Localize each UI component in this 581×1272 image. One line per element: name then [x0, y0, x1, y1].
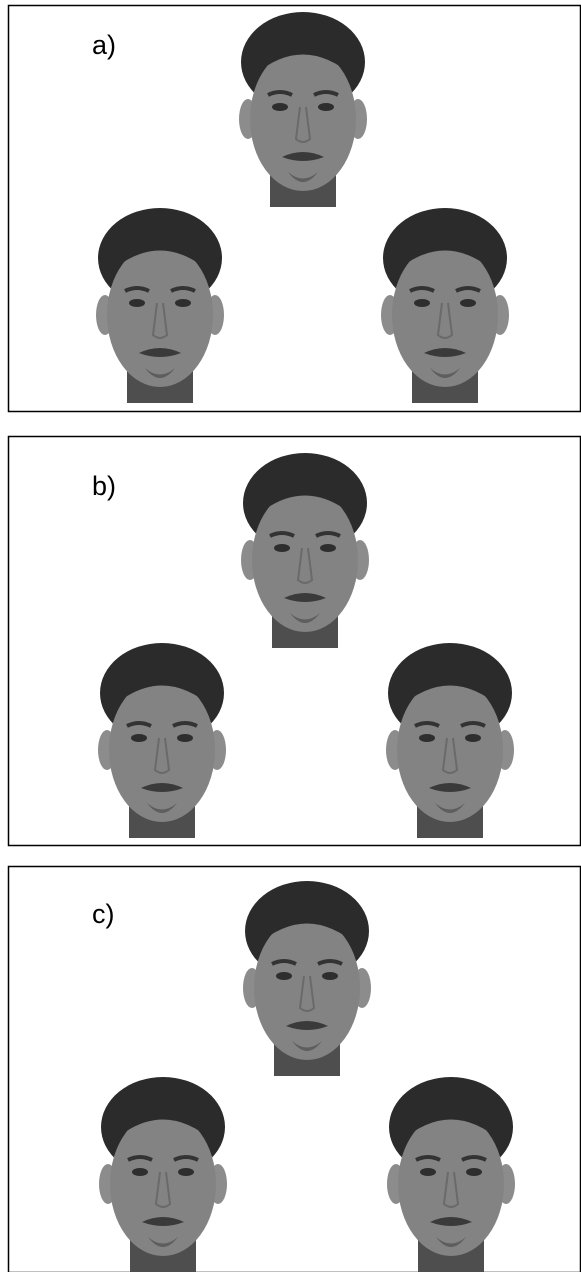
panel-label: c) [92, 899, 115, 929]
panel-label: b) [92, 471, 116, 501]
panel-label: a) [92, 30, 116, 60]
panel: a) [7, 4, 581, 413]
panel: b) [7, 435, 581, 847]
panel: c) [7, 865, 581, 1272]
